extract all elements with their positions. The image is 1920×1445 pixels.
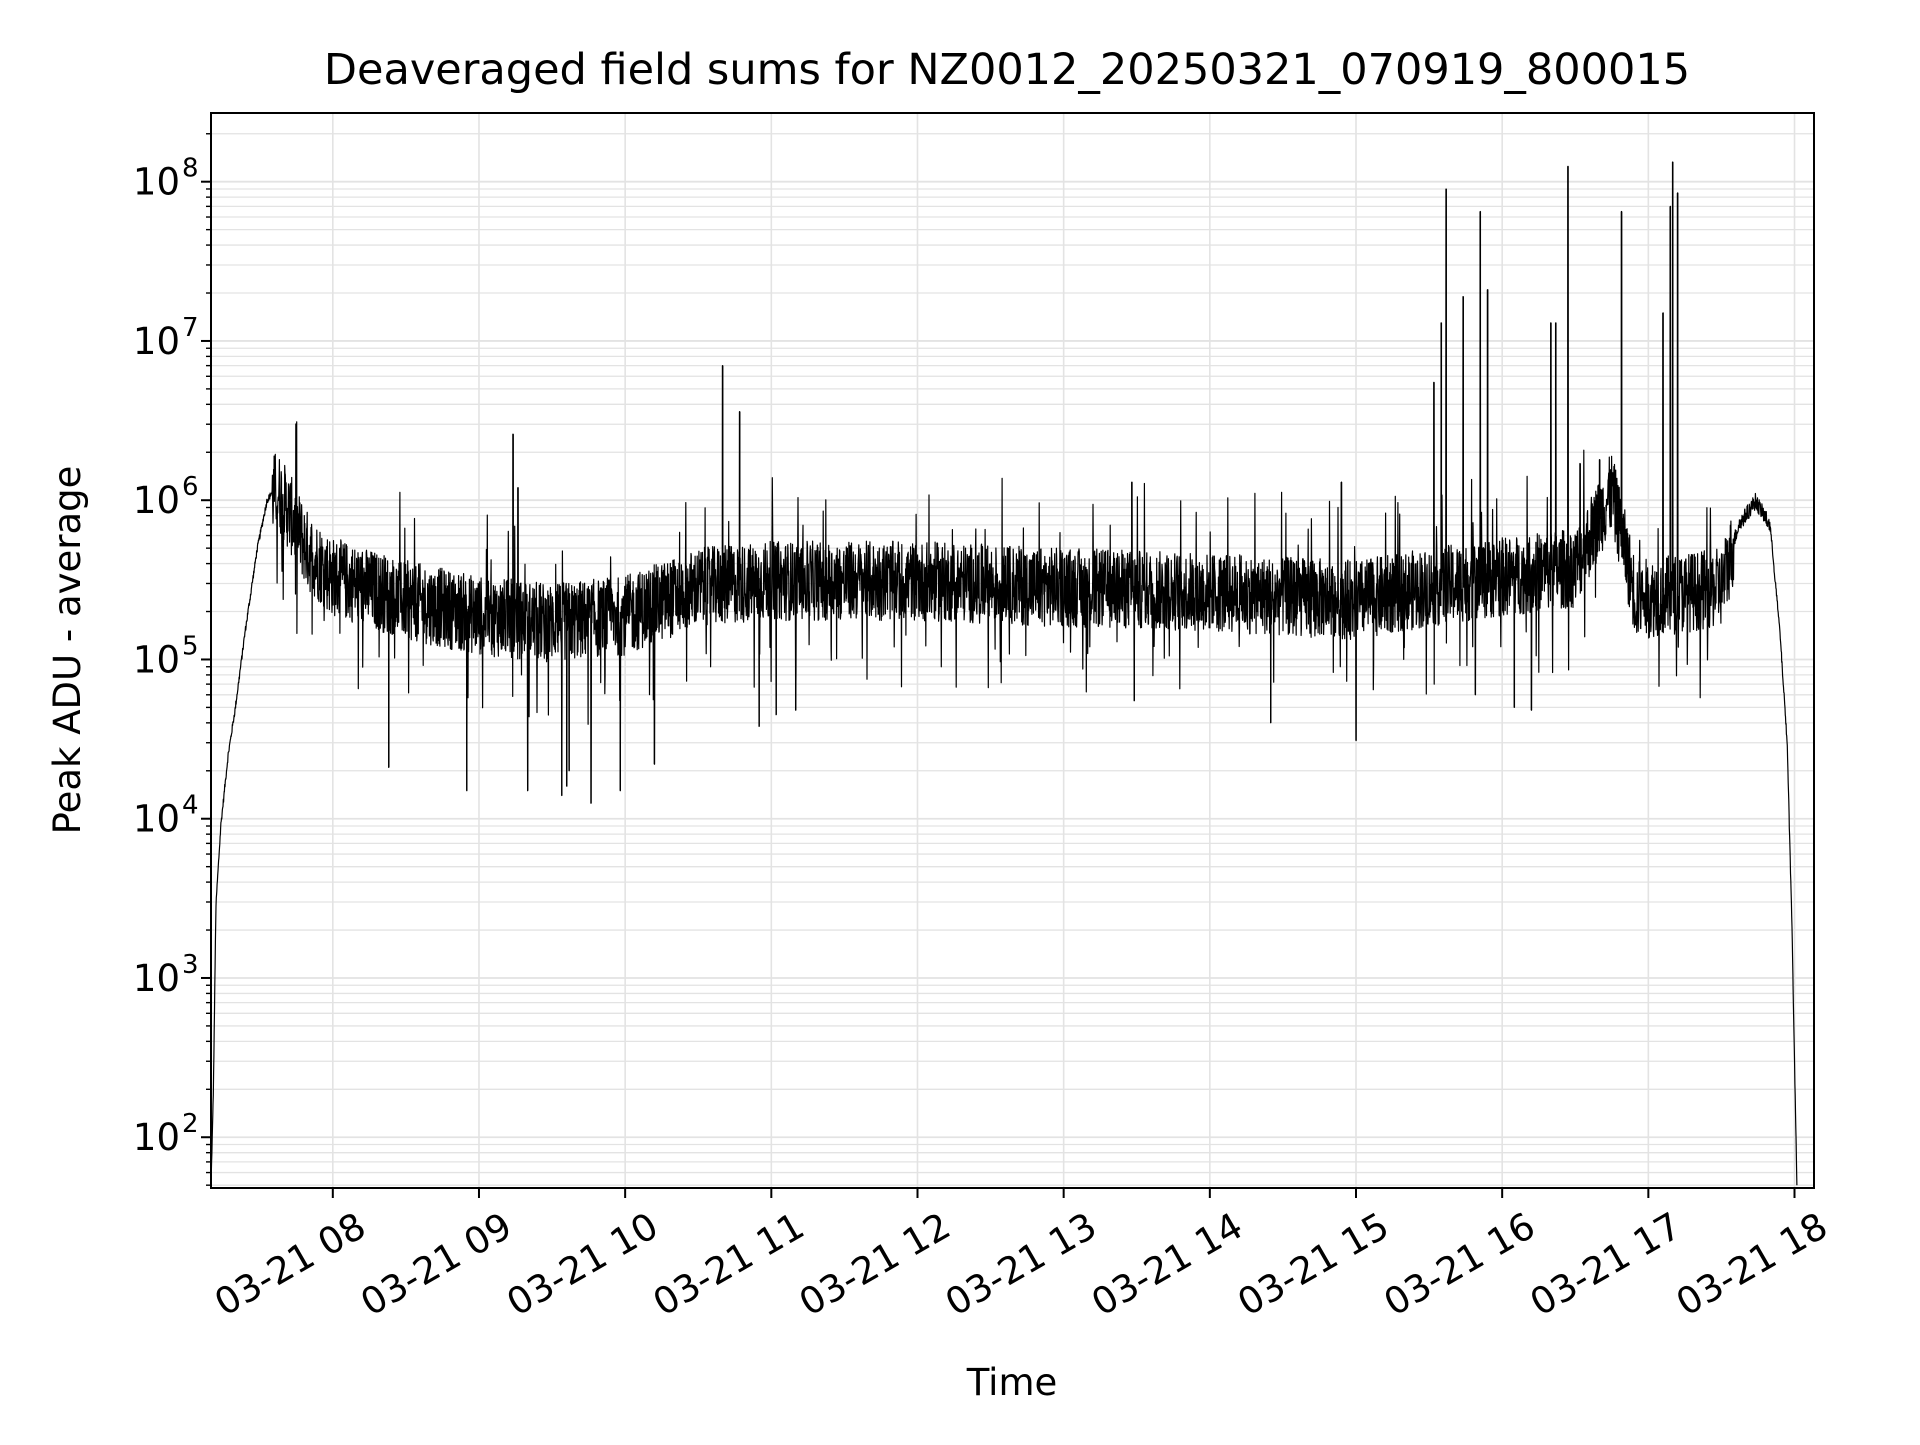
- y-tick-label-base: 10: [133, 479, 180, 522]
- y-tick-label: 10 2: [133, 1109, 199, 1159]
- x-axis-label: Time: [966, 1361, 1058, 1404]
- plot-frame: [210, 112, 1815, 1189]
- y-tick-label-base: 10: [133, 798, 180, 841]
- y-tick-label: 10 7: [133, 313, 199, 363]
- y-tick-label: 10 6: [133, 472, 199, 522]
- grid: [211, 113, 1814, 1188]
- y-tick-label-base: 10: [133, 957, 180, 1000]
- y-axis-label: Peak ADU - average: [46, 466, 89, 835]
- y-tick-label-base: 10: [133, 320, 180, 363]
- y-tick-label-exponent: 8: [182, 154, 199, 184]
- y-tick-label-exponent: 5: [182, 631, 199, 661]
- y-tick-label: 10 8: [133, 154, 199, 204]
- series-line: [210, 161, 1798, 1186]
- y-tick-label: 10 3: [133, 950, 199, 1000]
- y-tick-label-exponent: 4: [182, 791, 199, 821]
- y-tick-label-exponent: 6: [182, 472, 199, 502]
- chart-title: Deaveraged field sums for NZ0012_2025032…: [324, 45, 1690, 95]
- y-tick-label-exponent: 7: [182, 313, 199, 343]
- y-tick-label-exponent: 2: [182, 1109, 199, 1139]
- y-tick-label: 10 4: [133, 791, 199, 841]
- plot-area: [210, 161, 1798, 1186]
- y-tick-label: 10 5: [133, 631, 199, 681]
- y-tick-label-base: 10: [133, 161, 180, 204]
- y-tick-label-exponent: 3: [182, 950, 199, 980]
- y-tick-label-base: 10: [133, 1116, 180, 1159]
- y-tick-label-base: 10: [133, 638, 180, 681]
